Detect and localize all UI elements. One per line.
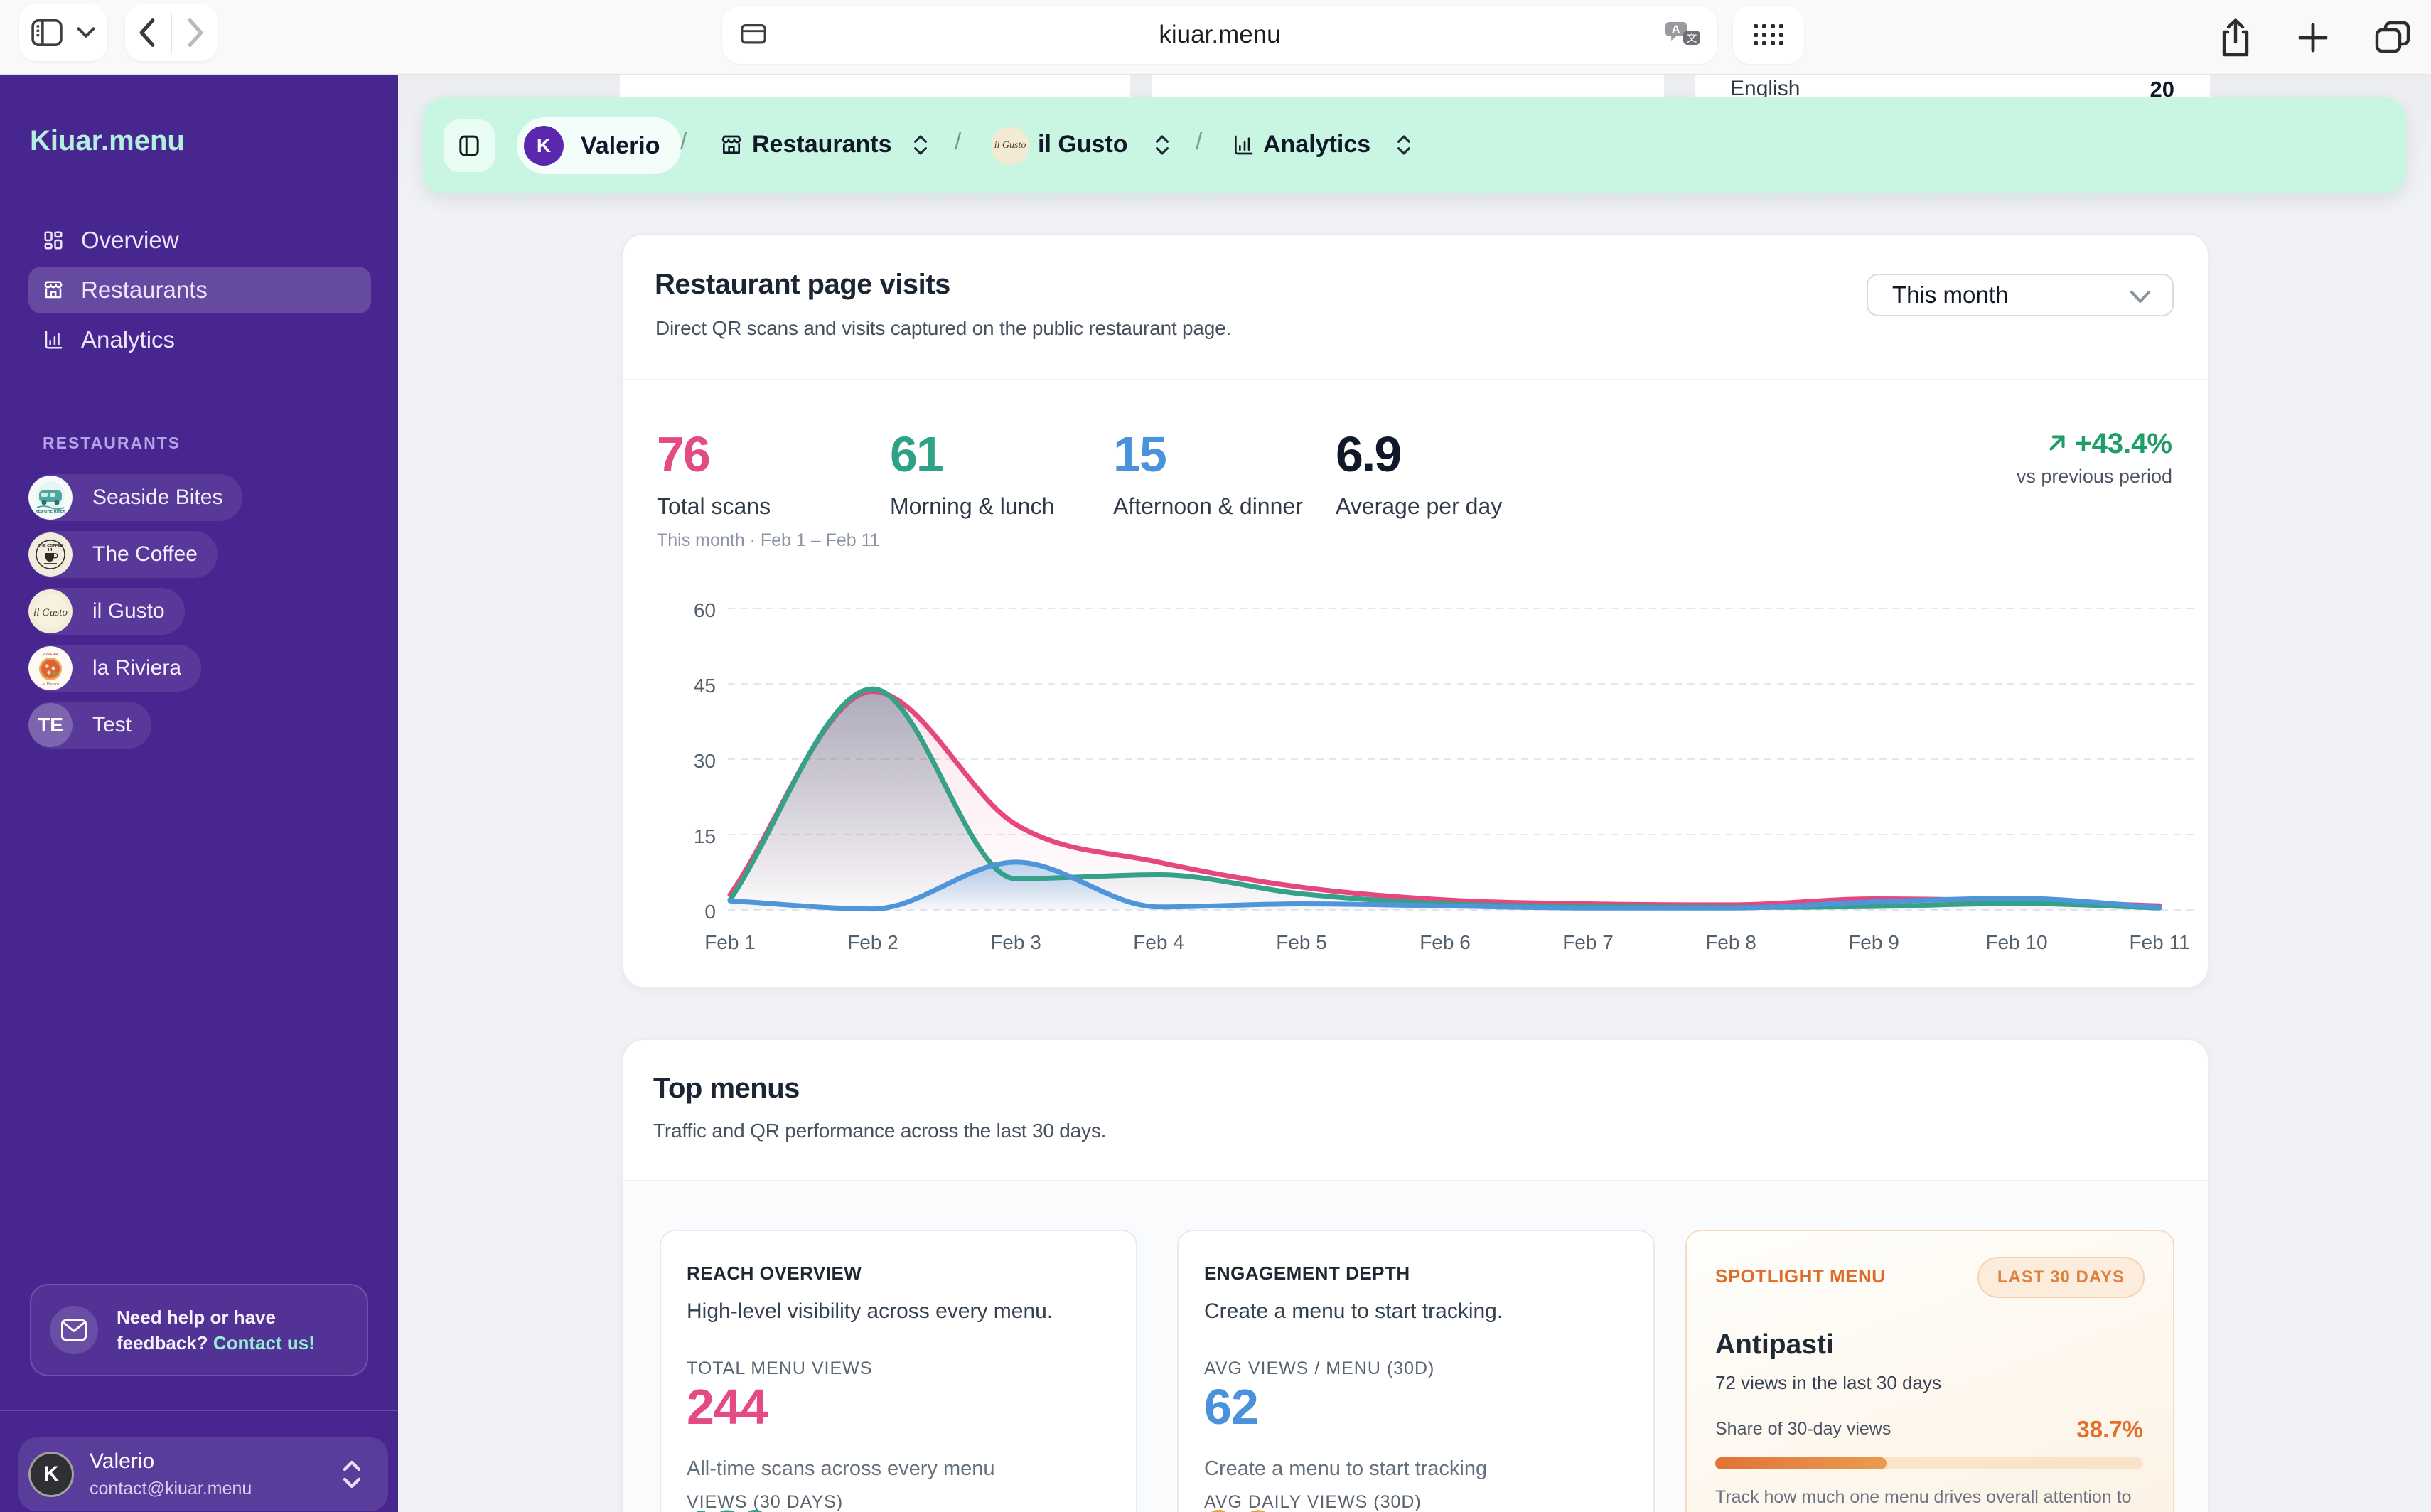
svg-text:45: 45 xyxy=(694,675,716,697)
svg-text:Feb 5: Feb 5 xyxy=(1276,931,1327,953)
svg-text:SEASIDE BITES: SEASIDE BITES xyxy=(36,510,65,515)
svg-text:PIZZERIA: PIZZERIA xyxy=(43,653,59,657)
svg-text:Feb 2: Feb 2 xyxy=(847,931,898,953)
svg-text:0: 0 xyxy=(704,901,716,923)
svg-text:Feb 10: Feb 10 xyxy=(1985,931,2047,953)
svg-text:Feb 1: Feb 1 xyxy=(704,931,756,953)
svg-text:il Gusto: il Gusto xyxy=(33,607,68,618)
svg-text:Feb 6: Feb 6 xyxy=(1420,931,1471,953)
svg-text:Feb 9: Feb 9 xyxy=(1848,931,1899,953)
svg-text:文: 文 xyxy=(1686,33,1697,45)
svg-text:30: 30 xyxy=(694,750,716,772)
svg-text:Feb 4: Feb 4 xyxy=(1133,931,1184,953)
svg-text:60: 60 xyxy=(694,599,716,621)
svg-text:Feb 7: Feb 7 xyxy=(1562,931,1614,953)
svg-text:Feb 8: Feb 8 xyxy=(1705,931,1756,953)
svg-text:15: 15 xyxy=(694,825,716,847)
svg-text:Feb 11: Feb 11 xyxy=(2129,931,2189,953)
svg-text:THE COFFEE: THE COFFEE xyxy=(38,544,63,548)
svg-text:A: A xyxy=(1671,23,1680,36)
svg-text:Feb 3: Feb 3 xyxy=(990,931,1041,953)
svg-text:la Riviera: la Riviera xyxy=(42,682,59,687)
